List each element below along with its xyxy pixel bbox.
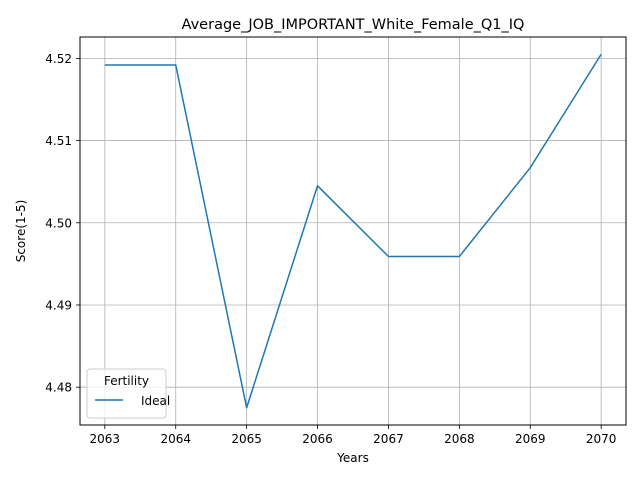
grid xyxy=(80,37,626,425)
plot-frame xyxy=(79,36,627,426)
series-layer xyxy=(104,53,602,409)
x-tick-label: 2064 xyxy=(160,432,191,446)
x-tick-label: 2067 xyxy=(373,432,404,446)
x-tick-label: 2066 xyxy=(302,432,333,446)
x-tick-label: 2069 xyxy=(515,432,546,446)
legend: Fertility Ideal xyxy=(86,368,170,419)
x-axis-title: Years xyxy=(336,451,369,465)
x-tick-label: 2068 xyxy=(444,432,475,446)
chart-title: Average_JOB_IMPORTANT_White_Female_Q1_IQ xyxy=(182,17,525,33)
series-line-ideal xyxy=(104,53,602,409)
y-axis: 4.48 4.49 4.50 4.51 4.52 xyxy=(45,52,80,395)
legend-label-ideal: Ideal xyxy=(141,394,170,408)
y-tick-label: 4.49 xyxy=(45,298,72,312)
x-tick-label: 2063 xyxy=(90,432,121,446)
x-tick-label: 2065 xyxy=(231,432,262,446)
y-axis-title: Score(1-5) xyxy=(14,200,28,263)
x-axis: 2063 2064 2065 2066 2067 2068 2069 2070 xyxy=(90,425,617,446)
y-tick-label: 4.48 xyxy=(45,381,72,395)
legend-title: Fertility xyxy=(104,374,149,388)
legend-box xyxy=(86,368,167,419)
x-tick-label: 2070 xyxy=(586,432,617,446)
y-tick-label: 4.52 xyxy=(45,52,72,66)
y-tick-label: 4.51 xyxy=(45,134,72,148)
y-tick-label: 4.50 xyxy=(45,216,72,230)
